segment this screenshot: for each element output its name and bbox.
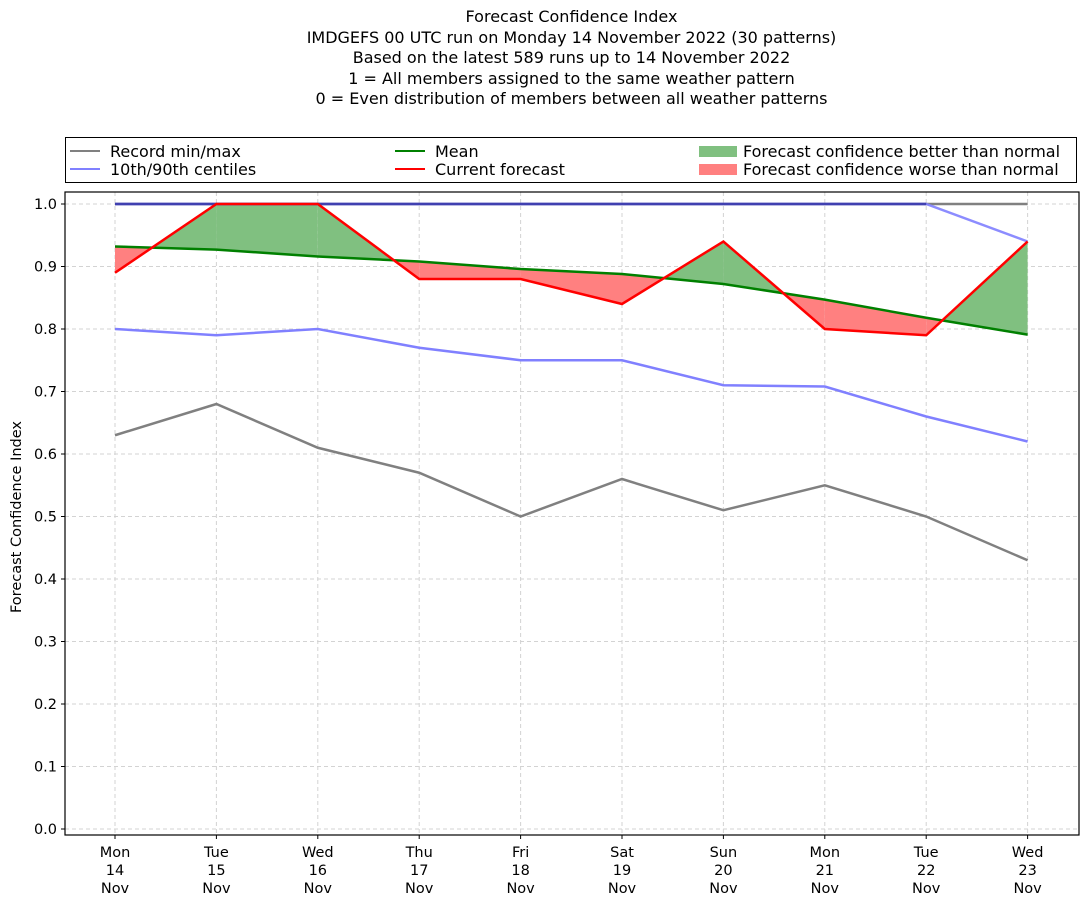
- legend-swatch-mean: [395, 150, 425, 152]
- y-tick-label: 0.3: [34, 635, 57, 651]
- legend-label-mean: Mean: [435, 141, 479, 161]
- x-tick-label: Sat: [610, 845, 634, 861]
- x-tick-label: Nov: [101, 881, 130, 897]
- legend-swatch-better: [699, 145, 737, 157]
- legend-swatch-centiles: [70, 168, 100, 170]
- series-lines: [114, 202, 1029, 562]
- fill-worse-than-normal: [419, 261, 521, 279]
- fill-better-than-normal: [942, 241, 1028, 335]
- x-tick-label: Nov: [608, 881, 637, 897]
- title-line-2: IMDGEFS 00 UTC run on Monday 14 November…: [306, 27, 837, 47]
- x-tick-label: Fri: [512, 845, 529, 861]
- legend-item-better: Forecast confidence better than normal: [699, 141, 1061, 161]
- x-tick-label: 19: [613, 863, 631, 879]
- title-line-4: 1 = All members assigned to the same wea…: [348, 68, 795, 88]
- y-tick-label: 0.6: [34, 447, 57, 463]
- legend-item-current: Current forecast: [395, 159, 565, 179]
- legend-swatch-worse: [699, 163, 737, 175]
- x-tick-label: 14: [106, 863, 124, 879]
- y-tick-label: 1.0: [34, 197, 57, 213]
- y-tick-label: 0.9: [34, 260, 57, 276]
- legend: Record min/max 10th/90th centiles Mean C…: [65, 137, 1077, 183]
- title-line-3: Based on the latest 589 runs up to 14 No…: [352, 48, 791, 68]
- x-tick-label: 20: [714, 863, 732, 879]
- fill-worse-than-normal: [824, 299, 927, 336]
- x-tick-label: Thu: [405, 845, 433, 861]
- legend-label-current: Current forecast: [435, 159, 565, 179]
- y-tick-label: 0.8: [34, 322, 57, 338]
- x-tick-label: 17: [410, 863, 428, 879]
- x-tick-label: 18: [511, 863, 529, 879]
- title-line-1: Forecast Confidence Index: [465, 7, 678, 26]
- grid: [65, 192, 1079, 835]
- x-tick-label: Wed: [1012, 845, 1044, 861]
- x-tick-label: Tue: [913, 845, 939, 861]
- chart-title: Forecast Confidence Index IMDGEFS 00 UTC…: [0, 7, 1092, 110]
- record-min-line: [114, 402, 1029, 562]
- legend-item-record: Record min/max: [70, 141, 241, 161]
- y-tick-label: 0.0: [34, 822, 57, 838]
- confidence-fills: [115, 204, 1028, 336]
- y-tick-label: 0.5: [34, 510, 57, 526]
- x-tick-label: Nov: [1013, 881, 1042, 897]
- x-tick-label: Wed: [302, 845, 334, 861]
- x-tick-label: Sun: [710, 845, 738, 861]
- fill-better-than-normal: [216, 204, 318, 257]
- x-tick-label: 16: [309, 863, 327, 879]
- x-tick-label: Mon: [810, 845, 841, 861]
- x-tick-label: Mon: [100, 845, 131, 861]
- y-tick-label: 0.2: [34, 697, 57, 713]
- x-tick-label: Nov: [304, 881, 333, 897]
- legend-swatch-record: [70, 150, 100, 152]
- x-tick-label: Nov: [506, 881, 535, 897]
- x-tick-label: 23: [1018, 863, 1036, 879]
- x-tick-label: 15: [207, 863, 225, 879]
- x-tick-label: Tue: [203, 845, 229, 861]
- legend-label-centiles: 10th/90th centiles: [110, 159, 257, 179]
- x-tick-label: Nov: [405, 881, 434, 897]
- legend-label-better: Forecast confidence better than normal: [743, 141, 1061, 161]
- y-tick-label: 0.1: [34, 760, 57, 776]
- axes-frame: [64, 191, 1080, 836]
- legend-swatch-current: [395, 168, 425, 170]
- legend-item-mean: Mean: [395, 141, 479, 161]
- axis-ticks: 0.0 0.1 0.2 0.3 0.4 0.5 0.6 0.7 0.8 0.9 1.0 Mon 14 No…: [34, 197, 1043, 897]
- y-tick-label: 0.7: [34, 385, 57, 401]
- legend-item-worse: Forecast confidence worse than normal: [699, 159, 1059, 179]
- fill-worse-than-normal: [520, 269, 622, 304]
- mean-line: [114, 245, 1028, 336]
- x-tick-label: 22: [917, 863, 935, 879]
- legend-item-centiles: 10th/90th centiles: [70, 159, 257, 179]
- title-line-5: 0 = Even distribution of members between…: [315, 89, 828, 109]
- y-tick-label: 0.4: [34, 572, 57, 588]
- x-tick-label: Nov: [202, 881, 231, 897]
- current-forecast-line: [114, 202, 1029, 337]
- x-tick-label: Nov: [912, 881, 941, 897]
- centile-10-line: [114, 327, 1028, 443]
- legend-label-record: Record min/max: [110, 141, 241, 161]
- x-tick-label: 21: [816, 863, 834, 879]
- legend-label-worse: Forecast confidence worse than normal: [743, 159, 1059, 179]
- x-tick-label: Nov: [709, 881, 738, 897]
- x-tick-label: Nov: [811, 881, 840, 897]
